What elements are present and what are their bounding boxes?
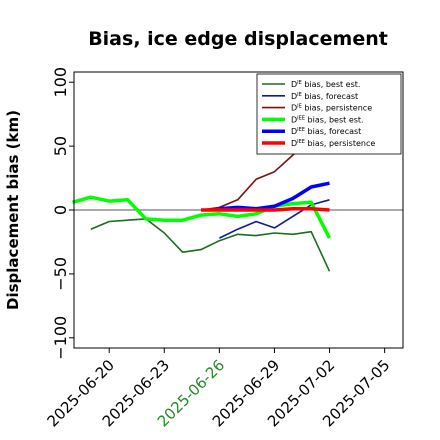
legend-entry: DIEE bias, forecast [291, 127, 361, 136]
y-tick-label: 100 [51, 67, 70, 98]
legend-entry: DIEE bias, persistence [291, 139, 375, 148]
y-axis-label: Displacement bias (km) [4, 110, 22, 310]
legend-entry: DIEE bias, best est. [291, 115, 364, 124]
series-line-6 [201, 206, 330, 212]
chart-title: Bias, ice edge displacement [88, 28, 388, 50]
legend-entry: DIE bias, forecast [291, 92, 358, 101]
legend-box [256, 73, 402, 155]
y-tick-label: 50 [51, 136, 70, 156]
legend-entry: DIE bias, best est. [291, 80, 360, 89]
series-line-4 [72, 195, 332, 239]
y-tick-label: −100 [51, 316, 70, 360]
y-tick-label: 0 [51, 205, 70, 215]
legend-entry: DIE bias, persistence [291, 104, 372, 113]
plot-area [72, 139, 403, 272]
series-line-5 [219, 181, 330, 211]
legend: DIE bias, best est. DIE bias, forecast DIE… [256, 73, 402, 155]
y-tick-label: −50 [51, 257, 70, 291]
series-line-1 [90, 218, 331, 272]
